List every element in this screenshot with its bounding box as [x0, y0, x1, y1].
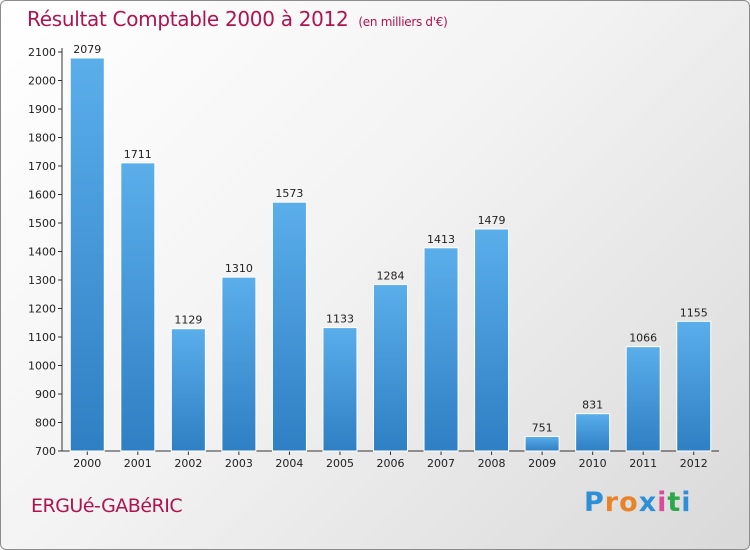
- y-tick-label: 1900: [28, 103, 56, 116]
- data-label-2003: 1310: [225, 262, 253, 275]
- x-tick-label-2004: 2004: [275, 457, 303, 470]
- data-label-2000: 2079: [73, 43, 101, 56]
- data-label-2010: 831: [582, 399, 603, 412]
- y-tick-label: 900: [35, 388, 56, 401]
- x-tick-label-2008: 2008: [478, 457, 506, 470]
- x-tick-label-2006: 2006: [377, 457, 405, 470]
- logo-letter: x: [638, 487, 658, 518]
- commune-name: ERGUé-GABéRIC: [31, 495, 183, 517]
- bar-2000: [69, 57, 105, 452]
- x-tick-label-2010: 2010: [579, 457, 607, 470]
- bar-2007: [423, 247, 459, 452]
- logo-letter: i: [681, 487, 692, 518]
- bar-2004: [271, 201, 307, 452]
- bar-2009: [524, 435, 560, 452]
- data-label-2009: 751: [532, 421, 553, 434]
- x-tick-label-2003: 2003: [225, 457, 253, 470]
- logo-letter: t: [667, 487, 682, 518]
- data-label-2005: 1133: [326, 313, 354, 326]
- y-tick-label: 800: [35, 417, 56, 430]
- y-tick-label: 1100: [28, 331, 56, 344]
- x-tick-label-2011: 2011: [629, 457, 657, 470]
- x-tick-label-2001: 2001: [124, 457, 152, 470]
- data-label-2004: 1573: [275, 187, 303, 200]
- bar-2010: [575, 413, 611, 452]
- data-label-2008: 1479: [478, 214, 506, 227]
- x-tick-label-2005: 2005: [326, 457, 354, 470]
- bar-2006: [373, 284, 408, 452]
- x-tick-label-2009: 2009: [528, 457, 556, 470]
- bar-2001: [120, 162, 156, 452]
- bar-2005: [322, 327, 358, 452]
- chart-title-text: Résultat Comptable 2000 à 2012: [27, 7, 349, 31]
- x-tick-label-2000: 2000: [73, 457, 101, 470]
- data-label-2011: 1066: [629, 332, 657, 345]
- logo-letter: i: [657, 487, 668, 518]
- logo-letter: P: [584, 487, 605, 518]
- bar-2011: [625, 346, 661, 452]
- data-label-2006: 1284: [377, 270, 405, 283]
- logo-letter: o: [619, 487, 639, 518]
- data-label-2012: 1155: [680, 306, 708, 319]
- x-tick-label-2012: 2012: [680, 457, 708, 470]
- bar-2003: [221, 276, 257, 452]
- y-tick-label: 1300: [28, 274, 56, 287]
- y-tick-label: 2000: [28, 75, 56, 88]
- y-tick-label: 1400: [28, 246, 56, 259]
- y-tick-label: 700: [35, 445, 56, 458]
- bar-2002: [170, 328, 206, 452]
- data-label-2007: 1413: [427, 233, 455, 246]
- logo-letter: r: [604, 487, 620, 518]
- x-tick-label-2007: 2007: [427, 457, 455, 470]
- bar-2012: [676, 320, 712, 452]
- proxiti-logo: Proxiti: [584, 487, 692, 518]
- data-label-2001: 1711: [124, 148, 152, 161]
- chart-title: Résultat Comptable 2000 à 2012 (en millie…: [27, 7, 448, 31]
- data-label-2002: 1129: [174, 314, 202, 327]
- y-tick-label: 2100: [28, 46, 56, 59]
- chart-subtitle: (en milliers d'€): [358, 15, 448, 29]
- y-tick-label: 1000: [28, 360, 56, 373]
- y-tick-label: 1200: [28, 303, 56, 316]
- y-tick-label: 1800: [28, 132, 56, 145]
- x-tick-label-2002: 2002: [174, 457, 202, 470]
- y-tick-label: 1500: [28, 217, 56, 230]
- y-tick-label: 1700: [28, 160, 56, 173]
- bar-2008: [474, 228, 510, 452]
- y-tick-label: 1600: [28, 189, 56, 202]
